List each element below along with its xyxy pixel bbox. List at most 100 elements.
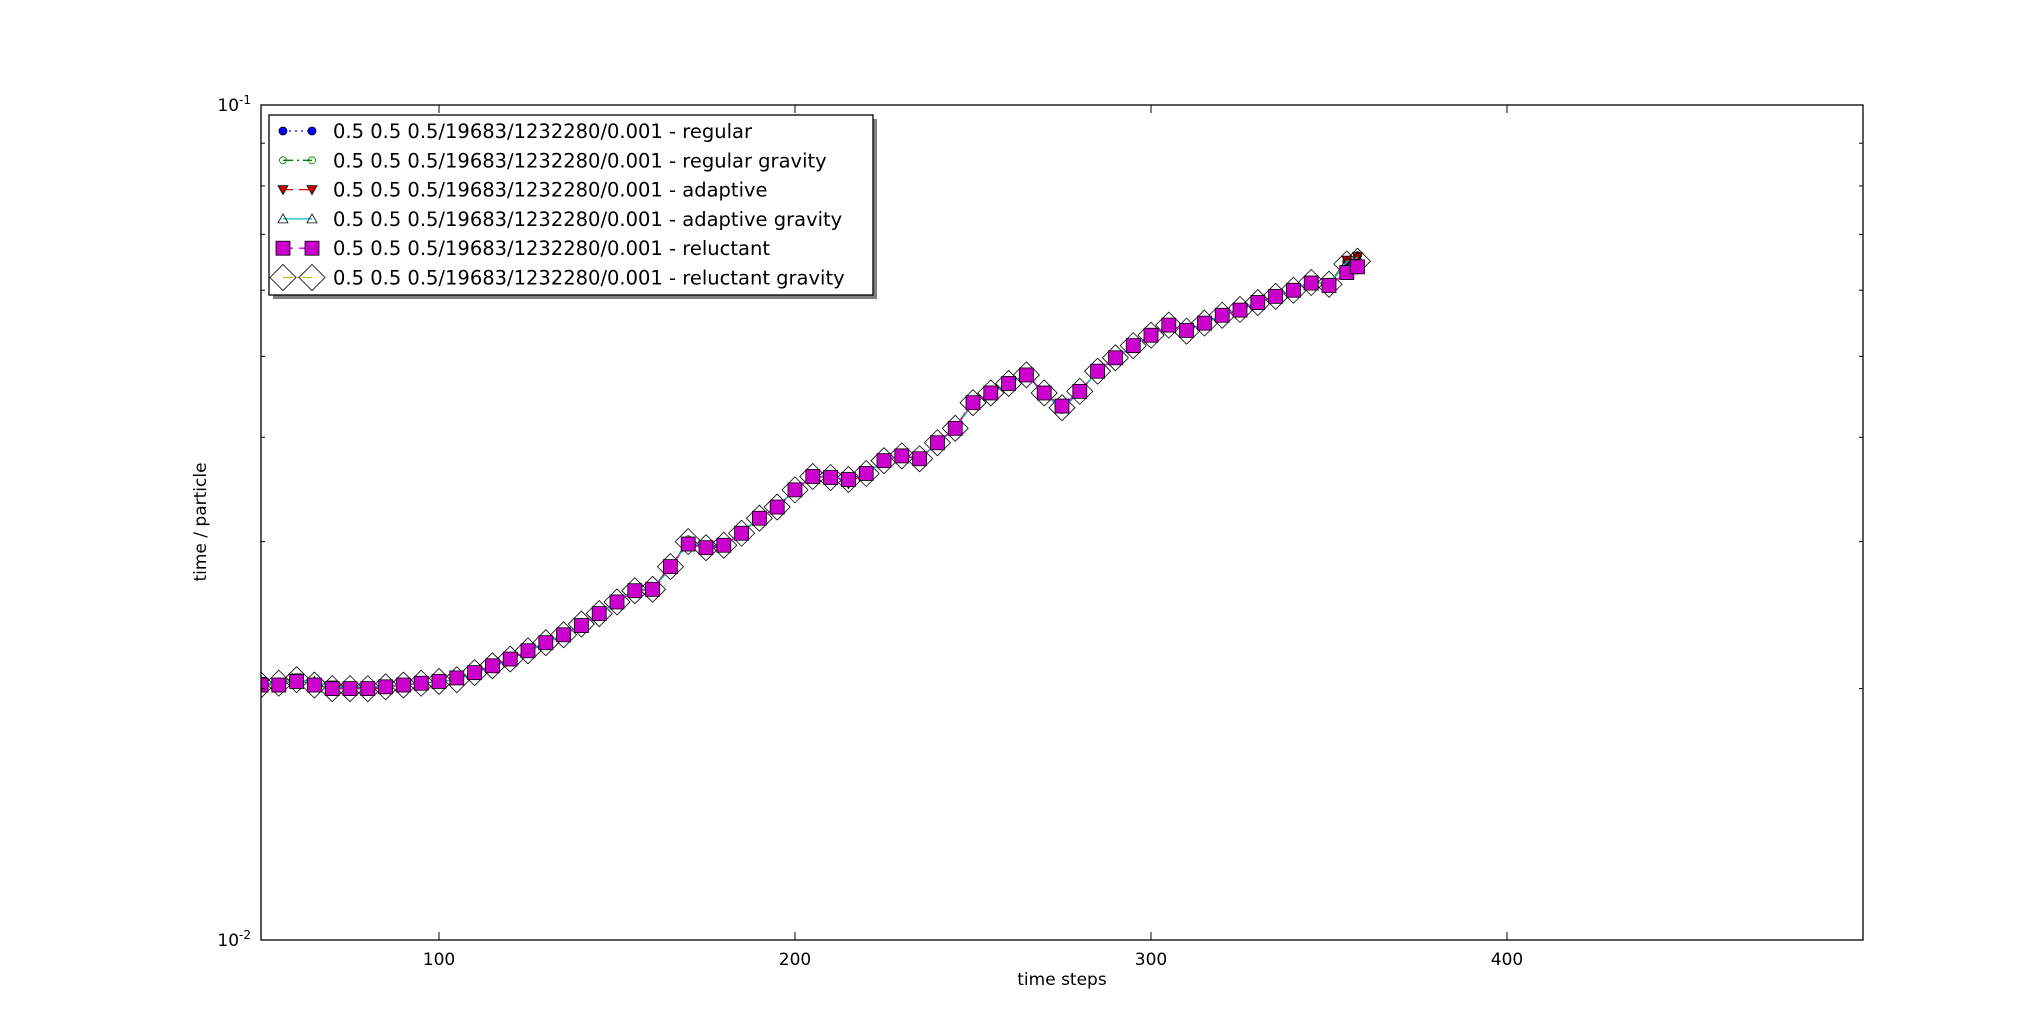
data-point [912, 451, 927, 467]
data-point [639, 575, 667, 603]
data-point [431, 674, 447, 689]
data-point [799, 462, 827, 491]
legend-marker [308, 156, 316, 165]
data-point [716, 537, 732, 553]
data-point [378, 679, 394, 695]
legend-marker [277, 185, 289, 196]
data-point [858, 466, 874, 481]
data-point [1321, 278, 1337, 293]
data-point [888, 442, 916, 470]
legend-marker [277, 213, 289, 224]
data-point [1001, 376, 1016, 391]
data-point [538, 635, 554, 651]
data-point [1197, 315, 1212, 331]
data-point [556, 627, 571, 643]
data-point [680, 536, 696, 552]
legend-marker [269, 263, 297, 292]
data-point [965, 395, 981, 411]
data-point [484, 658, 500, 674]
data-point [1350, 259, 1365, 275]
data-point [289, 674, 305, 689]
legend-box [268, 114, 874, 296]
data-point [300, 671, 328, 699]
data-point [502, 651, 518, 667]
legend-label: 0.5 0.5 0.5/19683/1232280/0.001 - reluct… [333, 267, 845, 290]
data-point [1072, 383, 1088, 399]
data-point [324, 681, 340, 697]
legend-marker [298, 263, 326, 292]
data-point [763, 493, 791, 521]
data-point [728, 519, 756, 547]
data-point [425, 667, 453, 696]
data-point [609, 594, 625, 610]
data-point [360, 681, 376, 697]
data-point [261, 677, 269, 693]
data-point [1179, 323, 1194, 338]
data-point [947, 420, 963, 436]
data-point [1297, 268, 1325, 297]
data-point [1155, 311, 1183, 339]
plot-frame [260, 104, 1864, 941]
data-point [734, 525, 749, 541]
data-point [261, 671, 275, 699]
data-point [413, 675, 429, 691]
data-point [805, 469, 821, 484]
data-point [1108, 350, 1123, 366]
data-point [354, 675, 382, 703]
legend-marker [304, 240, 320, 256]
data-point [852, 459, 880, 488]
legend-label: 0.5 0.5 0.5/19683/1232280/0.001 - regula… [333, 120, 753, 143]
data-point [745, 504, 773, 532]
data-point [591, 606, 607, 621]
data-point [674, 528, 702, 556]
data-point [1262, 282, 1290, 310]
data-point [342, 681, 358, 697]
data-point [692, 534, 720, 562]
legend-label: 0.5 0.5 0.5/19683/1232280/0.001 - adapti… [333, 179, 768, 202]
data-point [1268, 288, 1283, 304]
legend-marker [279, 156, 287, 165]
legend-label: 0.5 0.5 0.5/19683/1232280/0.001 - regula… [333, 149, 827, 172]
data-point [271, 677, 287, 693]
data-point [781, 476, 809, 504]
legend-marker [306, 185, 318, 196]
data-point [698, 540, 714, 556]
data-point [1066, 377, 1094, 405]
data-point [876, 453, 892, 469]
data-point [1250, 295, 1266, 310]
data-point [752, 510, 767, 526]
data-point [1030, 379, 1058, 407]
data-point [283, 666, 311, 694]
data-point [1125, 338, 1141, 354]
data-point [449, 670, 465, 686]
data-point [1101, 344, 1129, 372]
data-point [656, 553, 684, 581]
data-point [1286, 282, 1301, 298]
data-point [467, 665, 483, 681]
y-tick-label: 10-1 [217, 93, 251, 116]
x-tick-label: 300 [1135, 950, 1167, 970]
data-point [663, 559, 678, 575]
data-point [930, 435, 945, 451]
x-axis-label: time steps [1017, 970, 1107, 990]
data-point [1214, 307, 1230, 323]
data-point [841, 472, 856, 487]
series-4 [261, 259, 1365, 697]
data-point [621, 577, 649, 605]
data-point [710, 531, 738, 559]
data-point [941, 414, 969, 442]
data-point [520, 643, 536, 659]
plot-content [261, 247, 1372, 703]
data-point [407, 669, 435, 697]
data-point [983, 385, 999, 401]
legend-label: 0.5 0.5 0.5/19683/1232280/0.001 - adapti… [333, 208, 842, 231]
data-point [1048, 394, 1076, 422]
data-point [645, 581, 660, 597]
data-point [1143, 327, 1159, 343]
data-point [817, 463, 845, 492]
data-point [823, 470, 838, 485]
data-point [627, 583, 643, 599]
legend-marker [307, 126, 317, 136]
data-point [923, 429, 951, 457]
